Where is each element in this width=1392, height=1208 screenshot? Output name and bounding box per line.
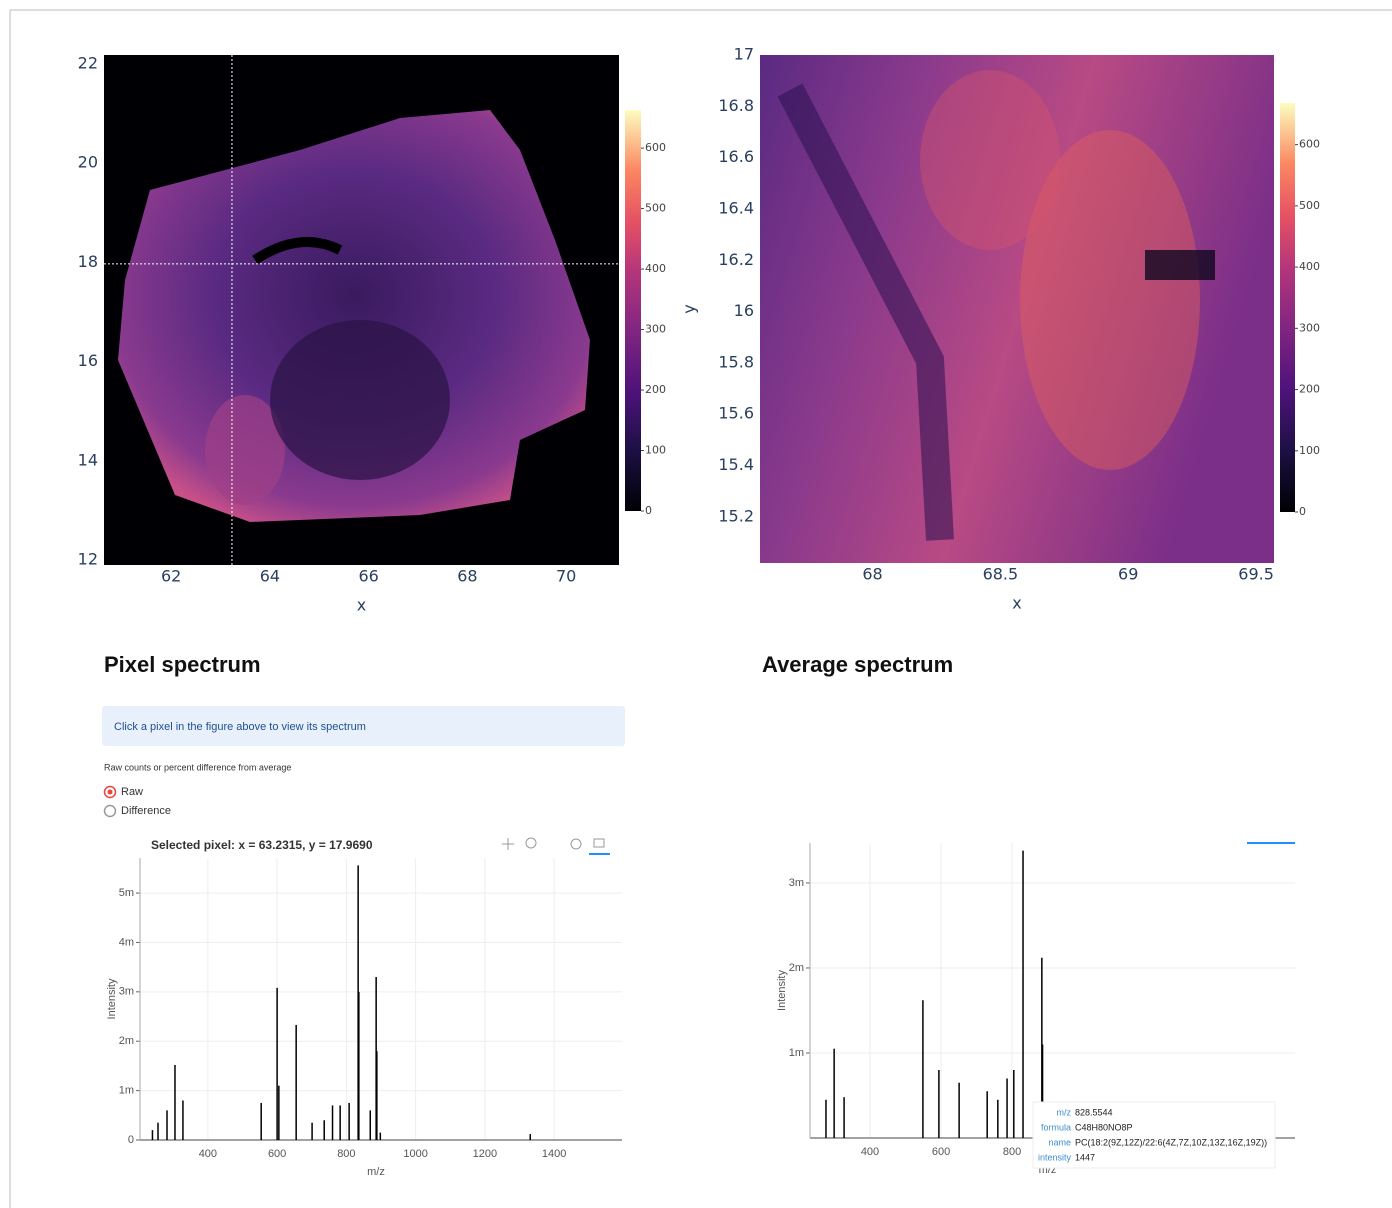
y-tick-label: 22 xyxy=(78,53,98,72)
heatmap-detail xyxy=(1145,250,1215,280)
y-tick-label: 5m xyxy=(119,887,134,899)
colorbar xyxy=(1280,103,1295,512)
colorbar-tick-label: 200 xyxy=(645,383,666,396)
y-tick-label: 15.2 xyxy=(718,506,754,525)
colorbar-tick-label: 200 xyxy=(1299,383,1320,396)
colorbar-tick-label: 100 xyxy=(645,444,666,457)
radio-label: Raw xyxy=(121,786,143,798)
y-tick-label: 0 xyxy=(128,1134,134,1146)
x-tick-label: 800 xyxy=(337,1148,355,1160)
tooltip-label: name xyxy=(1048,1137,1071,1147)
x-tick-label: 68.5 xyxy=(983,565,1019,584)
colorbar-tick-label: 0 xyxy=(645,504,652,517)
x-tick-label: 64 xyxy=(260,567,280,586)
y-tick-label: 12 xyxy=(78,550,98,569)
colorbar xyxy=(625,110,641,511)
y-tick-label: 16.4 xyxy=(718,198,754,217)
y-tick-label: 2m xyxy=(119,1035,134,1047)
colorbar-tick-label: 400 xyxy=(645,262,666,275)
x-tick-label: 1400 xyxy=(542,1148,566,1160)
tooltip-label: formula xyxy=(1041,1122,1071,1132)
y-axis-label: Intensity xyxy=(106,978,118,1019)
hover-icon[interactable] xyxy=(593,838,605,848)
radio-button[interactable] xyxy=(103,804,117,818)
x-tick-label: 400 xyxy=(199,1148,217,1160)
modebar[interactable] xyxy=(502,837,610,855)
x-tick-label: 70 xyxy=(556,567,576,586)
y-tick-label: 20 xyxy=(78,153,98,172)
heatmap-detail xyxy=(777,83,954,541)
y-tick-label: 2m xyxy=(789,962,804,974)
tooltip-box xyxy=(1032,1101,1276,1169)
y-tick-label: 16.2 xyxy=(718,250,754,269)
chart-title: Selected pixel: x = 63.2315, y = 17.9690 xyxy=(151,838,373,852)
radio-dot xyxy=(107,789,113,795)
x-tick-label: 69.5 xyxy=(1238,565,1274,584)
info-box xyxy=(102,706,625,746)
colorbar-tick-label: 300 xyxy=(1299,321,1320,334)
radio-group-label: Raw counts or percent difference from av… xyxy=(104,762,291,772)
x-tick-label: 66 xyxy=(358,567,378,586)
y-tick-label: 16 xyxy=(78,351,98,370)
x-tick-label: 1000 xyxy=(403,1148,427,1160)
y-tick-label: 17 xyxy=(734,45,754,64)
heatmap-detail xyxy=(1020,130,1200,470)
y-tick-label: 3m xyxy=(119,986,134,998)
colorbar-tick-label: 600 xyxy=(645,141,666,154)
colorbar-tick-label: 400 xyxy=(1299,260,1320,273)
y-axis-label: y xyxy=(680,304,699,313)
x-axis-label: x xyxy=(1012,594,1021,613)
x-tick-label: 68 xyxy=(862,565,882,584)
x-tick-label: 62 xyxy=(161,567,181,586)
x-axis-label: x xyxy=(357,596,366,615)
x-tick-label: 69 xyxy=(1118,565,1138,584)
heatmap-detail xyxy=(920,70,1060,250)
colorbar-tick-label: 500 xyxy=(645,202,666,215)
y-tick-label: 14 xyxy=(78,450,98,469)
colorbar-tick-label: 500 xyxy=(1299,199,1320,212)
pan-icon[interactable] xyxy=(502,838,514,850)
tooltip-value: PC(18:2(9Z,12Z)/22:6(4Z,7Z,10Z,13Z,16Z,1… xyxy=(1075,1137,1267,1147)
tissue-detail xyxy=(252,237,343,265)
y-tick-label: 16 xyxy=(734,301,754,320)
section-heading: Pixel spectrum xyxy=(104,652,261,677)
y-tick-label: 15.6 xyxy=(718,404,754,423)
colorbar-tick-label: 600 xyxy=(1299,138,1320,151)
heatmap-image xyxy=(760,55,1274,563)
info-text: Click a pixel in the figure above to vie… xyxy=(114,721,366,733)
x-tick-label: 600 xyxy=(268,1148,286,1160)
y-tick-label: 15.8 xyxy=(718,352,754,371)
y-tick-label: 15.4 xyxy=(718,455,754,474)
colorbar-tick-label: 0 xyxy=(1299,505,1306,518)
y-axis-label: Intensity xyxy=(776,970,788,1011)
tooltip-label: intensity xyxy=(1038,1152,1072,1162)
tissue-detail xyxy=(270,320,450,480)
x-axis-label: m/z xyxy=(367,1166,385,1178)
y-tick-label: 1m xyxy=(789,1047,804,1059)
tooltip-value: 828.5544 xyxy=(1075,1107,1113,1117)
y-tick-label: 18 xyxy=(78,252,98,271)
tooltip: m/z 828.5544 formula C48H80NO8P name PC(18:2(… xyxy=(1032,1101,1276,1169)
y-tick-label: 16.8 xyxy=(718,96,754,115)
section-heading: Average spectrum xyxy=(762,652,953,677)
y-tick-label: 16.6 xyxy=(718,147,754,166)
x-tick-label: 600 xyxy=(932,1146,950,1158)
colorbar-tick-label: 300 xyxy=(645,323,666,336)
reset-icon[interactable] xyxy=(570,838,582,850)
x-tick-label: 1200 xyxy=(473,1148,497,1160)
y-tick-label: 1m xyxy=(119,1085,134,1097)
y-tick-label: 4m xyxy=(119,936,134,948)
tooltip-label: m/z xyxy=(1057,1107,1072,1117)
y-tick-label: 3m xyxy=(789,877,804,889)
tooltip-value: C48H80NO8P xyxy=(1075,1122,1133,1132)
tooltip-value: 1447 xyxy=(1075,1152,1095,1162)
colorbar-tick-label: 100 xyxy=(1299,444,1320,457)
tissue-detail xyxy=(205,395,285,505)
x-tick-label: 68 xyxy=(457,567,477,586)
radio-label: Difference xyxy=(121,805,171,817)
x-tick-label: 400 xyxy=(861,1146,879,1158)
zoom-icon[interactable] xyxy=(525,837,537,849)
x-tick-label: 800 xyxy=(1003,1146,1021,1158)
